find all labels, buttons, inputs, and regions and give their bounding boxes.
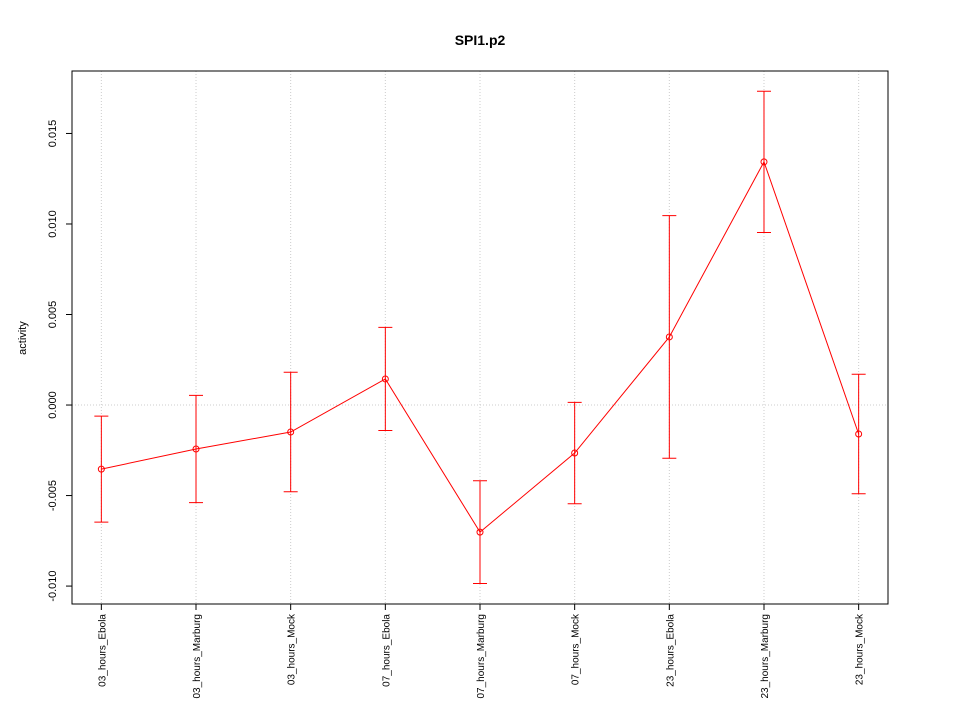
y-tick-label: 0.005 [47,301,59,329]
error-bar [94,415,109,523]
point [381,375,389,383]
point [97,465,105,473]
x-tick-label: 07_hours_Ebola [381,614,392,687]
y-tick-label: -0.010 [47,570,59,601]
point [192,445,200,453]
point [571,449,579,457]
point [665,333,673,341]
x-tick-label: 03_hours_Ebola [97,614,108,687]
plot-frame [71,70,889,605]
error-bar [283,371,298,493]
y-tick-label: 0.010 [47,210,59,238]
x-tick-label: 03_hours_Mock [287,613,298,685]
error-bar [378,326,393,432]
y-tick-label: 0.015 [47,120,59,148]
error-bar [189,394,204,504]
error-bar [662,215,677,459]
error-bar [567,401,582,505]
point [287,428,295,436]
x-tick-label: 03_hours_Marburg [192,614,203,699]
point [760,158,768,166]
chart-title: SPI1.p2 [455,32,506,48]
error-bar [851,373,866,495]
y-tick-label: 0.000 [47,391,59,419]
point [476,528,484,536]
x-tick-label: 07_hours_Mock [571,613,582,685]
x-tick-label: 23_hours_Mock [855,613,866,685]
x-tick-label: 23_hours_Ebola [665,614,676,687]
point [855,430,863,438]
error-bar [473,480,487,585]
x-tick-label: 07_hours_Marburg [476,614,487,699]
y-axis-label: activity [17,321,29,355]
y-tick-label: -0.005 [47,480,59,511]
error-bar [756,90,771,233]
x-tick-label: 23_hours_Marburg [760,614,771,699]
